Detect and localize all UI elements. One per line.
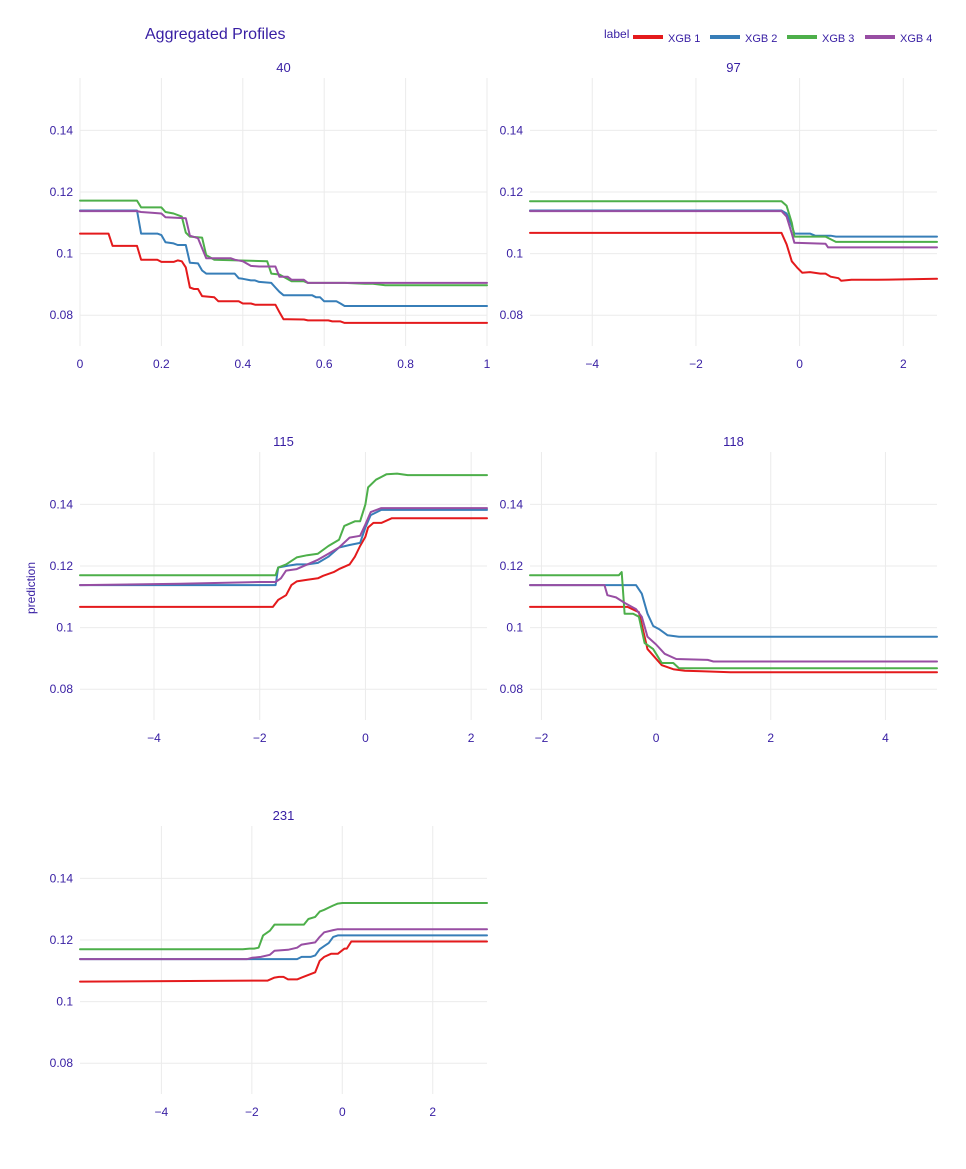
panel-title: 115 [273, 434, 294, 449]
panel-118: 118 0.08 0.1 0.12 0.14 −2 0 2 4 [500, 434, 938, 745]
x-tick-label: −2 [245, 1105, 259, 1119]
legend-label: XGB 1 [668, 33, 700, 45]
legend-label: XGB 3 [822, 33, 854, 45]
y-tick-label: 0.1 [56, 995, 73, 1009]
series-line-xgb-1[interactable] [529, 231, 938, 282]
y-tick-label: 0.08 [500, 682, 524, 696]
y-tick-label: 0.12 [50, 185, 74, 199]
series-line-xgb-3[interactable] [529, 200, 938, 243]
x-tick-label: 2 [429, 1105, 436, 1119]
x-tick-label: 0 [77, 357, 84, 371]
series-line-xgb-1[interactable] [79, 232, 488, 324]
series-line-xgb-4[interactable] [79, 210, 488, 284]
x-tick-label: 2 [468, 731, 475, 745]
series-line-xgb-1[interactable] [529, 605, 938, 674]
x-tick-label: −4 [585, 357, 599, 371]
legend-item[interactable]: XGB 4 [865, 33, 932, 45]
y-tick-label: 0.1 [506, 621, 523, 635]
y-tick-label: 0.14 [50, 497, 74, 511]
x-tick-label: −2 [689, 357, 703, 371]
y-tick-label: 0.1 [56, 247, 73, 261]
y-tick-label: 0.14 [50, 123, 74, 137]
chart-title: Aggregated Profiles [145, 26, 286, 43]
y-tick-label: 0.08 [50, 682, 74, 696]
x-tick-label: 0.8 [397, 357, 414, 371]
series-line-xgb-2[interactable] [79, 934, 488, 961]
series-line-xgb-2[interactable] [529, 584, 938, 638]
y-tick-label: 0.08 [500, 308, 524, 322]
y-tick-label: 0.12 [50, 559, 74, 573]
series-line-xgb-3[interactable] [529, 571, 938, 670]
legend-label: XGB 2 [745, 33, 777, 45]
x-tick-label: −2 [535, 731, 549, 745]
y-tick-label: 0.08 [50, 308, 74, 322]
y-tick-label: 0.12 [500, 185, 524, 199]
panel-title: 118 [723, 434, 744, 449]
y-tick-label: 0.14 [500, 123, 524, 137]
y-tick-label: 0.12 [50, 933, 74, 947]
panel-231: 231 0.08 0.1 0.12 0.14 −4 −2 0 2 [50, 808, 488, 1119]
series-line-xgb-1[interactable] [79, 517, 488, 608]
series-line-xgb-2[interactable] [79, 209, 488, 307]
legend-item[interactable]: XGB 2 [710, 33, 777, 45]
x-tick-label: 2 [767, 731, 774, 745]
series-line-xgb-3[interactable] [79, 472, 488, 577]
series-line-xgb-4[interactable] [79, 507, 488, 587]
series-line-xgb-4[interactable] [529, 210, 938, 249]
series-line-xgb-2[interactable] [529, 209, 938, 238]
series-line-xgb-4[interactable] [79, 928, 488, 961]
x-tick-label: −4 [155, 1105, 169, 1119]
legend-label: XGB 4 [900, 33, 932, 45]
x-tick-label: 0 [653, 731, 660, 745]
panel-title: 97 [726, 60, 740, 75]
x-tick-label: 0 [339, 1105, 346, 1119]
legend-item[interactable]: XGB 1 [633, 33, 700, 45]
panel-title: 231 [273, 808, 295, 823]
series-line-xgb-1[interactable] [79, 940, 488, 983]
series-line-xgb-4[interactable] [529, 584, 938, 663]
panels: 400.080.10.120.140 0.2 0.4 0.6 0.8 1970.080.1… [50, 60, 938, 1119]
series-line-xgb-3[interactable] [79, 199, 488, 287]
x-tick-label: 0.2 [153, 357, 170, 371]
x-tick-label: 0 [796, 357, 803, 371]
panel-title: 40 [276, 60, 290, 75]
panel-40: 40 0.08 0.1 0.12 0.14 0 0.2 0.4 0.6 0.8 1 [50, 60, 491, 371]
y-tick-label: 0.14 [50, 871, 74, 885]
panel-115: 115 0.08 0.1 0.12 0.14 −4 −2 0 2 [50, 434, 488, 745]
x-tick-label: 4 [882, 731, 889, 745]
x-tick-label: 2 [900, 357, 907, 371]
y-tick-label: 0.14 [500, 497, 524, 511]
y-tick-label: 0.12 [500, 559, 524, 573]
y-tick-label: 0.1 [56, 621, 73, 635]
x-tick-label: −4 [147, 731, 161, 745]
legend-title: label [604, 27, 629, 41]
legend-item[interactable]: XGB 3 [787, 33, 854, 45]
x-tick-label: 1 [484, 357, 491, 371]
series-line-xgb-3[interactable] [79, 902, 488, 951]
legend: label XGB 1 XGB 2 XGB 3 XGB 4 [604, 27, 932, 45]
x-tick-label: 0.6 [316, 357, 333, 371]
y-axis-label: prediction [24, 562, 38, 614]
y-tick-label: 0.08 [50, 1056, 74, 1070]
x-tick-label: −2 [253, 731, 267, 745]
panel-97: 97 0.08 0.1 0.12 0.14 −4 −2 0 2 [500, 60, 938, 371]
x-tick-label: 0.4 [234, 357, 251, 371]
y-tick-label: 0.1 [506, 247, 523, 261]
x-tick-label: 0 [362, 731, 369, 745]
